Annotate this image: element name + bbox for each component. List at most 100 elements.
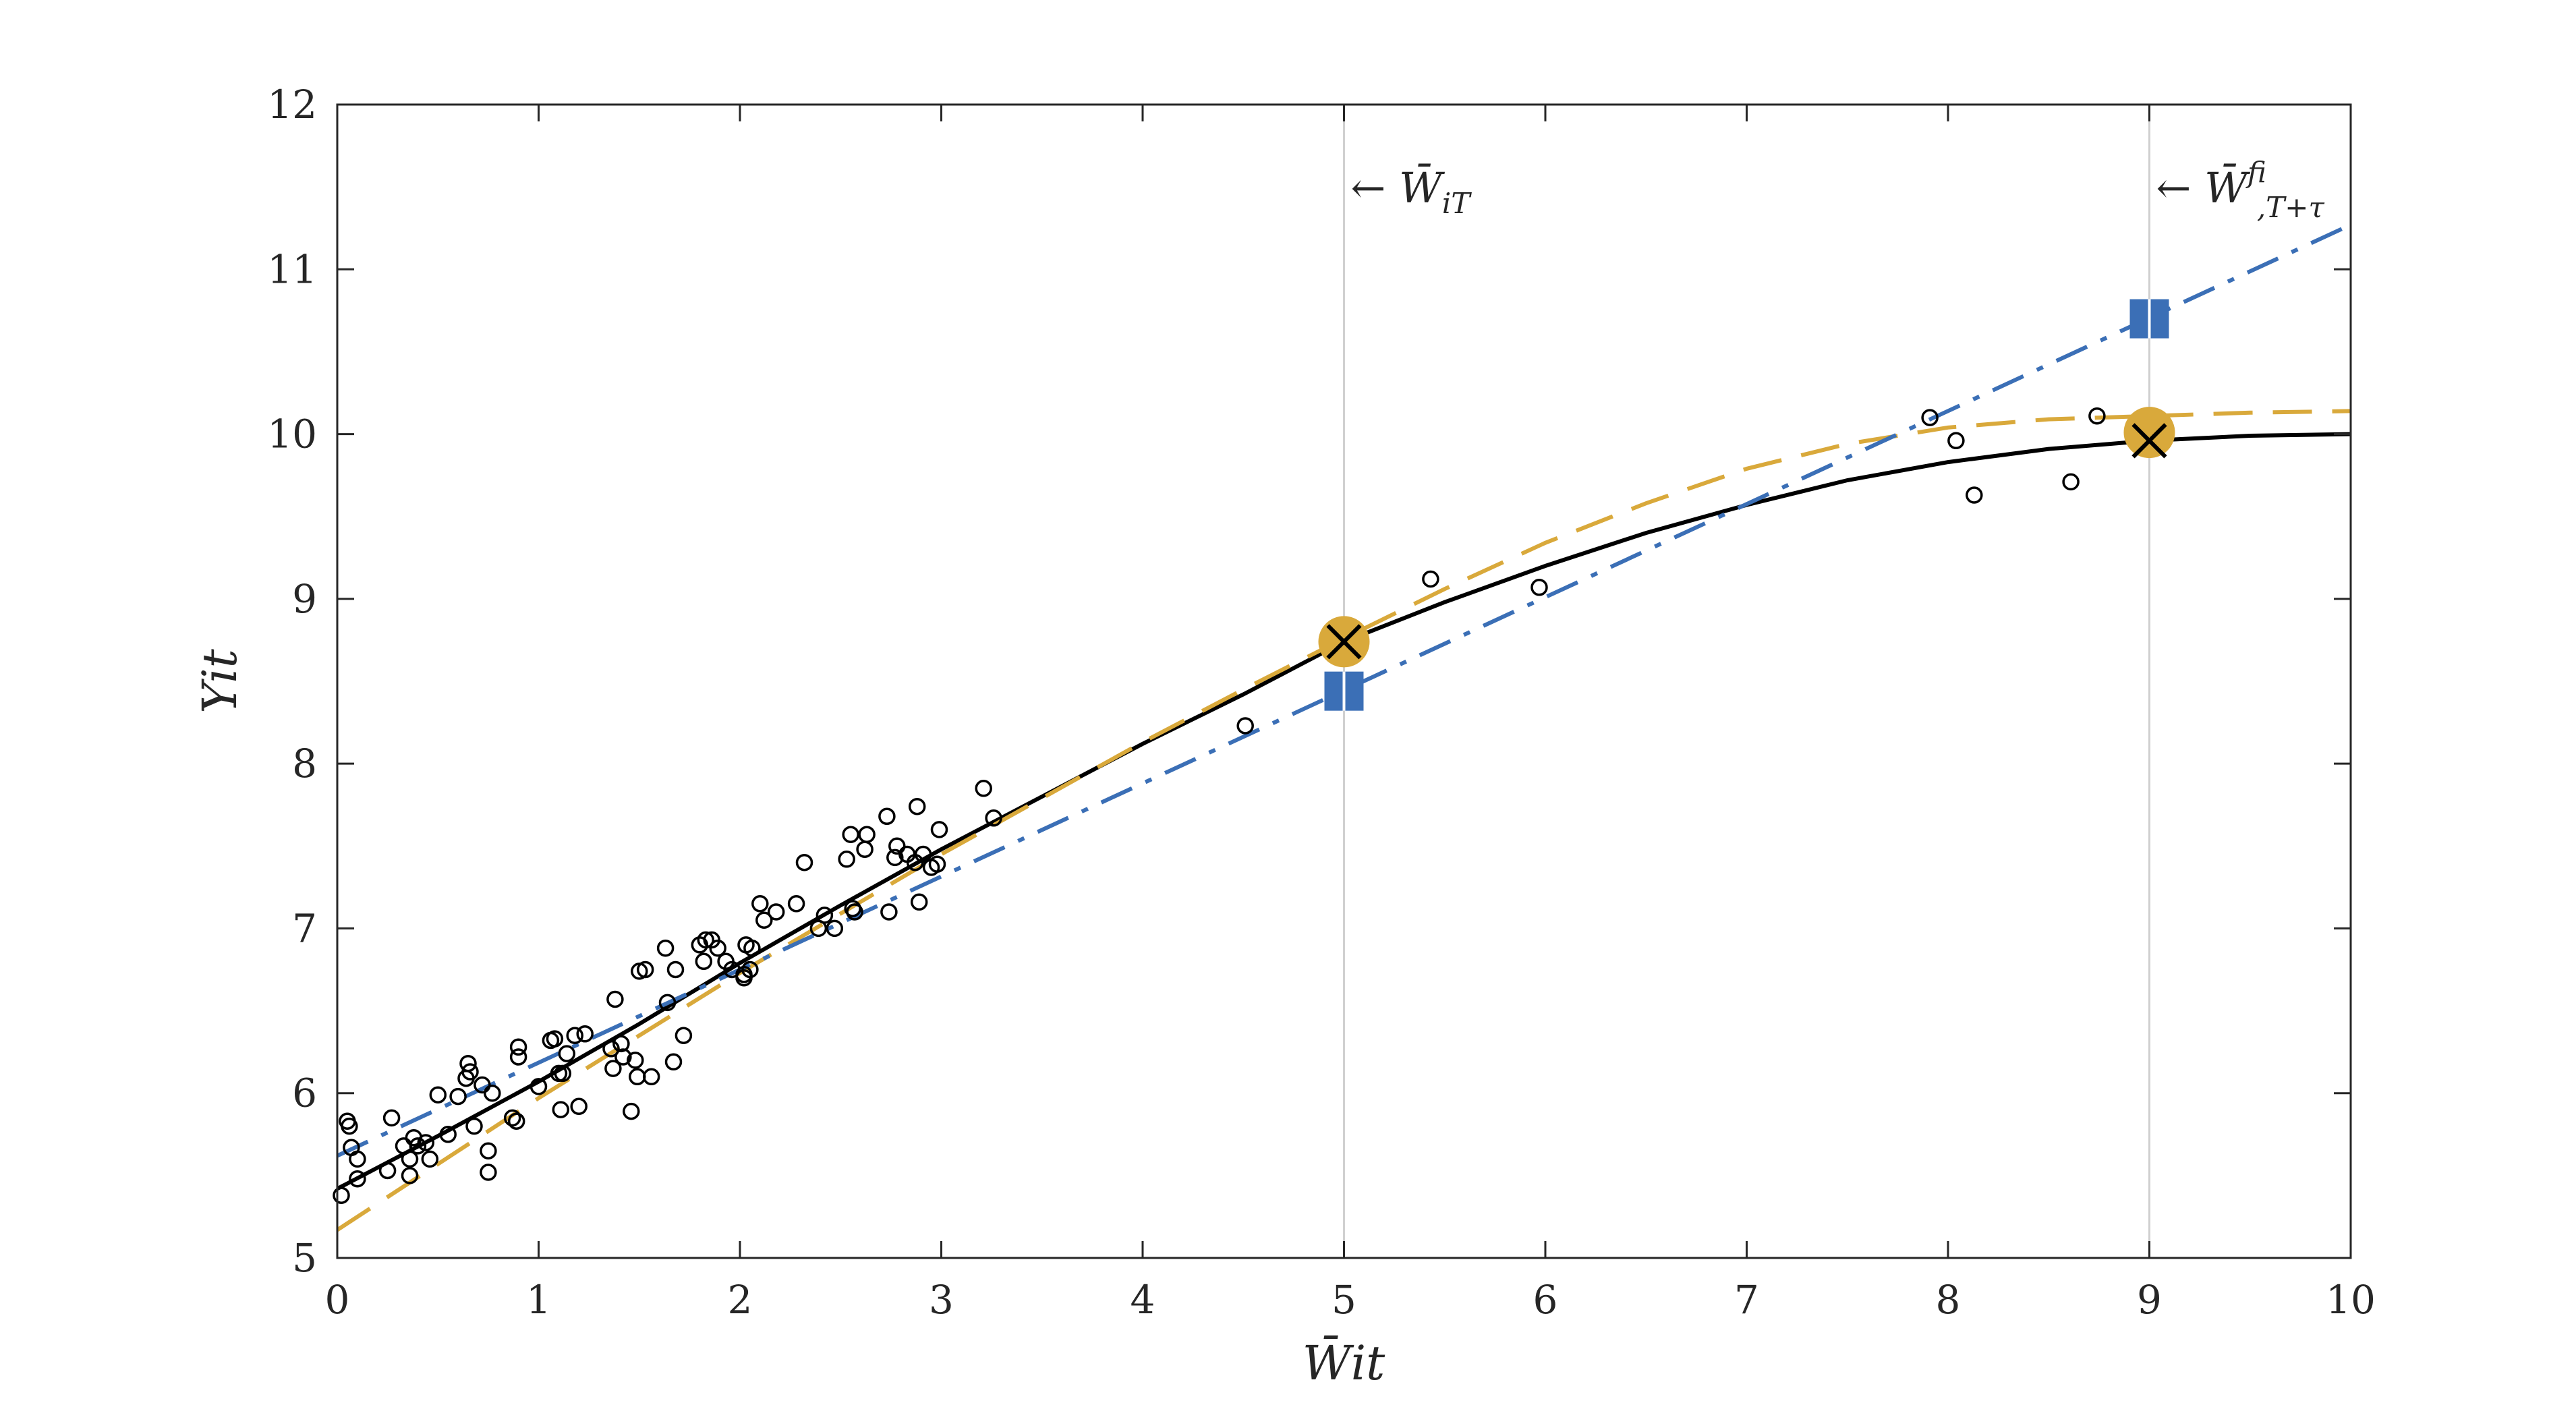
scatter-point-100	[1947, 432, 1965, 450]
scatter-point-41	[604, 1060, 622, 1077]
scatter-point-34	[552, 1101, 570, 1118]
scatter-point-44	[614, 1048, 632, 1066]
marker-cross-4	[2131, 423, 2167, 459]
scatter-point-20	[461, 1063, 479, 1081]
scatter-point-42	[606, 990, 624, 1008]
scatter-point-0	[333, 1186, 350, 1204]
annot-layer: ← W̄iT ← W̄f i,T+τ	[1351, 156, 2325, 224]
scatter-point-52	[658, 994, 677, 1012]
y-tick-label-5: 5	[292, 1235, 317, 1281]
x-tick-label-10: 10	[2326, 1277, 2376, 1323]
scatter-point-7	[382, 1109, 401, 1127]
scatter-point-75	[826, 919, 844, 938]
scatter-point-81	[858, 826, 876, 843]
scatter-point-92	[928, 855, 946, 873]
scatter-point-5	[349, 1150, 366, 1168]
scatter-point-76	[838, 851, 855, 868]
y-tick-label-11: 11	[267, 246, 317, 292]
scatter-point-13	[417, 1134, 435, 1151]
scatter-layer	[333, 407, 2106, 1204]
vline-annotation-main-0: W̄	[1399, 163, 1445, 212]
scatter-point-6	[378, 1162, 397, 1180]
scatter-point-36	[558, 1045, 576, 1062]
scatter-point-57	[695, 952, 713, 971]
scatter-point-94	[975, 780, 992, 797]
marker-circle-3	[2123, 407, 2175, 459]
scatter-point-29	[509, 1038, 527, 1056]
x-tick-label-2: 2	[728, 1277, 753, 1323]
scatter-point-46	[627, 1052, 644, 1069]
scatter-point-82	[878, 807, 896, 826]
scatter-point-93	[930, 821, 948, 838]
y-tick-label-12: 12	[267, 82, 317, 127]
scatter-point-22	[474, 1076, 491, 1094]
vline-annotation-arrow-0: ←	[1351, 163, 1400, 212]
scatter-point-58	[697, 931, 715, 949]
y-tick-label-7: 7	[292, 905, 317, 951]
vline-annotation-sub-0: iT	[1442, 187, 1472, 220]
scatter-point-97	[1422, 570, 1439, 588]
scatter-point-95	[985, 809, 1002, 827]
scatter-point-27	[507, 1112, 525, 1130]
scatter-point-77	[842, 826, 859, 843]
scatter-point-19	[459, 1054, 477, 1072]
scatter-point-51	[656, 939, 675, 957]
x-tick-label-0: 0	[325, 1277, 350, 1323]
scatter-point-25	[484, 1084, 501, 1102]
y-axis-label: Yit	[192, 648, 248, 713]
x-tick-label-6: 6	[1533, 1277, 1558, 1323]
x-tick-label-5: 5	[1332, 1277, 1356, 1323]
x-tick-label-3: 3	[929, 1277, 954, 1323]
scatter-point-35	[554, 1064, 572, 1083]
scatter-point-17	[449, 1087, 467, 1106]
scatter-point-54	[666, 960, 685, 979]
scatter-point-101	[1966, 486, 1983, 504]
scatter-point-88	[908, 797, 926, 815]
scatter-point-55	[675, 1027, 693, 1044]
vline-annotation-arrow-1: ←	[2156, 163, 2205, 212]
scatter-point-49	[636, 960, 654, 979]
scatter-point-28	[509, 1048, 527, 1066]
scatter-point-15	[429, 1086, 447, 1103]
scatter-point-67	[743, 939, 761, 957]
scatter-point-84	[886, 849, 904, 867]
scatter-point-9	[401, 1150, 419, 1168]
scatter-point-23	[480, 1164, 497, 1181]
scatter-point-16	[439, 1126, 457, 1143]
scatter-point-102	[2062, 473, 2080, 491]
scatter-point-79	[846, 903, 863, 921]
vline-annotation-sub-1: i,T+τ	[2257, 191, 2325, 224]
scatter-point-32	[546, 1030, 564, 1048]
scatter-point-50	[642, 1068, 660, 1086]
scatter-point-96	[1236, 717, 1254, 735]
scatter-point-68	[751, 895, 769, 913]
x-tick-label-4: 4	[1130, 1277, 1155, 1323]
scatter-point-2	[341, 1117, 358, 1135]
scatter-point-74	[815, 907, 834, 924]
scatter-point-43	[612, 1035, 630, 1053]
x-tick-label-8: 8	[1936, 1277, 1961, 1323]
scatter-point-21	[465, 1117, 483, 1135]
scatter-point-14	[421, 1150, 439, 1168]
x-tick-label-7: 7	[1734, 1277, 1759, 1323]
scatter-point-40	[602, 1040, 620, 1058]
scatter-point-98	[1530, 579, 1548, 596]
scatter-point-71	[787, 895, 805, 913]
quadratic-fit-line	[336, 409, 2351, 1232]
scatter-point-99	[1921, 409, 1939, 426]
scatter-point-72	[795, 853, 813, 871]
scatter-point-12	[409, 1137, 427, 1155]
scatter-point-53	[664, 1053, 683, 1071]
scatter-point-39	[576, 1025, 594, 1043]
scatter-point-70	[767, 903, 785, 921]
scatter-point-69	[755, 911, 773, 929]
scatter-point-24	[480, 1142, 497, 1159]
marker-layer	[1318, 299, 2175, 711]
scatter-point-66	[741, 960, 759, 979]
scatter-point-60	[709, 939, 726, 957]
x-tick-label-1: 1	[526, 1277, 551, 1323]
marker-cross-1	[1326, 624, 1362, 660]
x-tick-label-9: 9	[2137, 1277, 2162, 1323]
